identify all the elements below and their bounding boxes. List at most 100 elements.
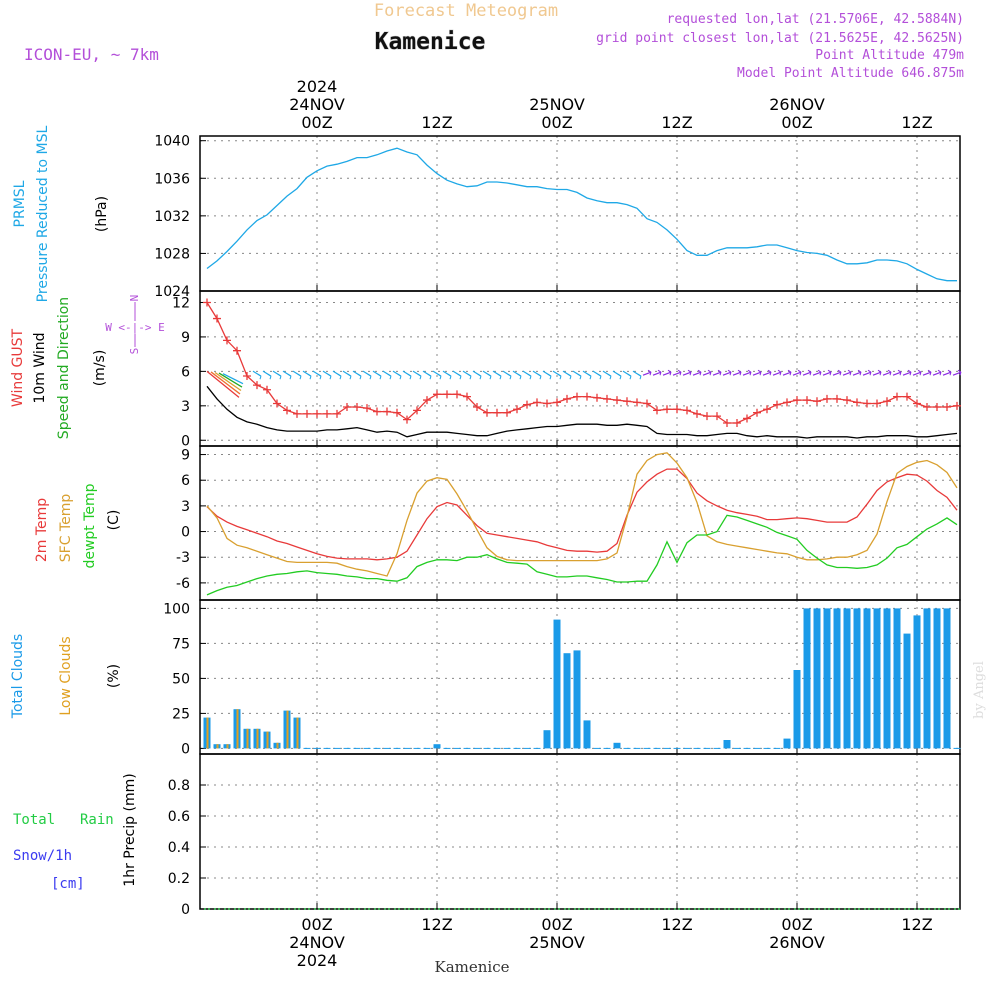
precip-panel-labels: Total Rain Snow/1h [cm] 1hr Precip (mm) <box>13 773 138 892</box>
gust-point <box>683 406 691 415</box>
wind-dir-arrow <box>222 373 244 385</box>
total-clouds-bar <box>553 619 561 749</box>
wind-barb <box>892 371 902 376</box>
gust-point <box>783 398 791 407</box>
low-clouds-bar <box>246 728 249 749</box>
total-clouds-bar <box>873 608 881 749</box>
pressure-panel-labels: PRMSL Pressure Reduced to MSL (hPa) <box>12 125 110 302</box>
gust-point <box>213 314 221 323</box>
pressure-label-a: PRMSL <box>12 180 28 227</box>
ytick-label: 12 <box>172 295 190 311</box>
total-clouds-bar <box>783 738 791 749</box>
bottom-year: 2024 <box>297 951 338 970</box>
wind-barb-head <box>507 373 512 380</box>
wind-barb <box>882 371 892 376</box>
gust-point <box>413 406 421 415</box>
bottom-time-label: 12Z <box>421 915 452 934</box>
pressure-line <box>206 147 957 282</box>
wind-barb <box>662 371 672 376</box>
wind-barb-head <box>407 373 412 380</box>
panel-frame <box>199 445 961 601</box>
low-clouds-bar <box>296 717 299 749</box>
gust-point <box>393 408 401 417</box>
gust-point <box>473 402 481 411</box>
top-year: 2024 <box>297 77 338 96</box>
wind-barb-head <box>317 373 322 380</box>
wind-barb-head <box>347 373 352 380</box>
bottom-hour: 12Z <box>661 915 692 934</box>
gust-point <box>233 346 241 355</box>
wind-barb-head <box>707 369 712 376</box>
location-title: Kamenice <box>375 29 486 55</box>
low-clouds-bar <box>276 742 279 749</box>
wind-barb-head <box>377 373 382 380</box>
bottom-date: 24NOV <box>289 933 345 952</box>
wind-barb <box>672 371 682 376</box>
gust-point <box>273 399 281 408</box>
wind-barb <box>842 371 852 376</box>
gust-point <box>403 415 411 424</box>
wind-barb-head <box>687 369 692 376</box>
wind-barb-head <box>267 373 272 380</box>
ytick-label: 25 <box>172 706 190 722</box>
gust-point <box>283 406 291 415</box>
low-clouds-bar <box>286 710 289 749</box>
temp-unit: (C) <box>106 510 122 531</box>
gust-point <box>643 399 651 408</box>
wind-barb-head <box>587 373 592 380</box>
wind-barb-head <box>337 373 342 380</box>
wind-barb-head <box>647 369 652 376</box>
wind-barb <box>852 371 862 376</box>
total-clouds-bar <box>613 742 621 749</box>
wind-barb-head <box>417 373 422 380</box>
wind-barb-head <box>677 369 682 376</box>
model-altitude: Model Point Altitude 646.875m <box>737 66 964 81</box>
clouds-panel: 0 25 50 75 100 <box>163 599 961 757</box>
ytick-label: 0.2 <box>168 871 190 887</box>
pressure-unit: (hPa) <box>94 196 110 232</box>
total-clouds-bar <box>863 608 871 749</box>
gust-point <box>573 392 581 401</box>
gust-point <box>943 402 951 411</box>
wind-barb-head <box>627 373 632 380</box>
wind-barb <box>722 371 732 376</box>
wind-barb-head <box>307 373 312 380</box>
top-date: 24NOV <box>289 95 345 114</box>
total-clouds-bar <box>543 730 551 749</box>
wind-barb <box>802 371 812 376</box>
bottom-hour: 00Z <box>541 915 572 934</box>
total-clouds-bar <box>433 744 441 749</box>
top-hour: 00Z <box>781 113 812 132</box>
gust-point <box>483 408 491 417</box>
temp-label-c: dewpt Temp <box>82 483 98 568</box>
wind-barb-head <box>877 369 882 376</box>
gust-point <box>803 396 811 405</box>
gust-point <box>813 397 821 406</box>
gust-point <box>743 414 751 423</box>
wind-barb-head <box>437 373 442 380</box>
bottom-hour: 12Z <box>421 915 452 934</box>
pressure-label-b: Pressure Reduced to MSL <box>35 125 51 302</box>
wind-barb-head <box>927 369 932 376</box>
ytick-label: 1036 <box>154 171 190 187</box>
gust-point <box>523 400 531 409</box>
ytick-label: 0 <box>181 433 190 449</box>
top-date: 25NOV <box>529 95 585 114</box>
gust-point <box>623 397 631 406</box>
wind-barb-head <box>887 369 892 376</box>
bottom-time-label: 12Z <box>901 915 932 934</box>
gust-point <box>723 419 731 428</box>
gust-point <box>223 336 231 345</box>
top-date: 26NOV <box>769 95 825 114</box>
wind-dir-arrow <box>210 371 241 395</box>
wind-barb-head <box>617 373 622 380</box>
ytick-label: 50 <box>172 671 190 687</box>
precip-total-label: Total <box>13 812 55 828</box>
gust-point <box>753 408 761 417</box>
wind-barb <box>822 371 832 376</box>
gust-point <box>553 398 561 407</box>
gust-point <box>593 393 601 402</box>
